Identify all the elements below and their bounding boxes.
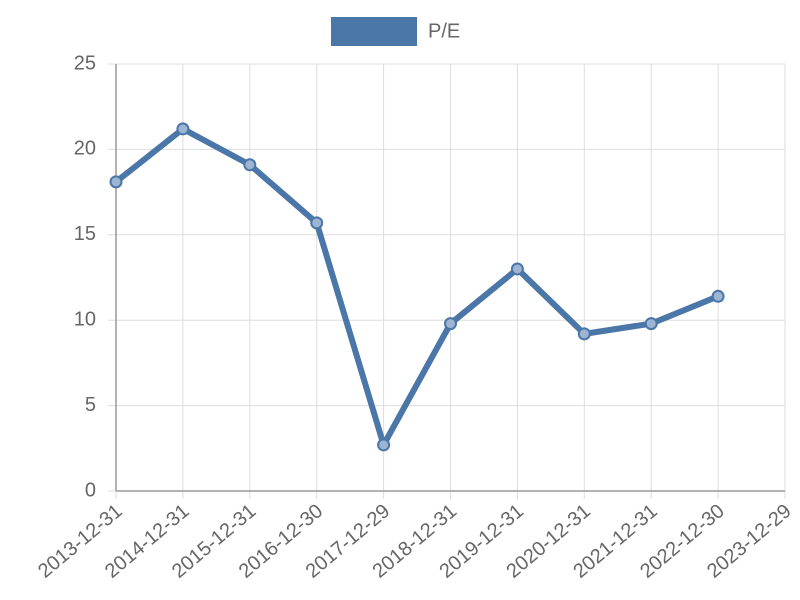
point: [711, 289, 725, 303]
point: [510, 262, 524, 276]
y-tick-label: 20: [74, 138, 96, 160]
point: [310, 216, 324, 230]
point: [444, 317, 457, 331]
legend-label[interactable]: P/E: [428, 20, 460, 42]
point: [644, 317, 658, 331]
y-tick-label: 25: [74, 52, 96, 74]
legend-swatch: [331, 17, 417, 46]
line: [114, 125, 720, 448]
y-tick-label: 0: [85, 479, 96, 501]
point: [577, 327, 591, 341]
y-tick-label: 15: [74, 223, 96, 245]
point: [109, 175, 123, 189]
point: [243, 158, 257, 172]
y-tick-label: 10: [74, 308, 96, 330]
point: [176, 122, 190, 136]
point: [377, 438, 391, 452]
y-tick-label: 5: [85, 394, 96, 416]
